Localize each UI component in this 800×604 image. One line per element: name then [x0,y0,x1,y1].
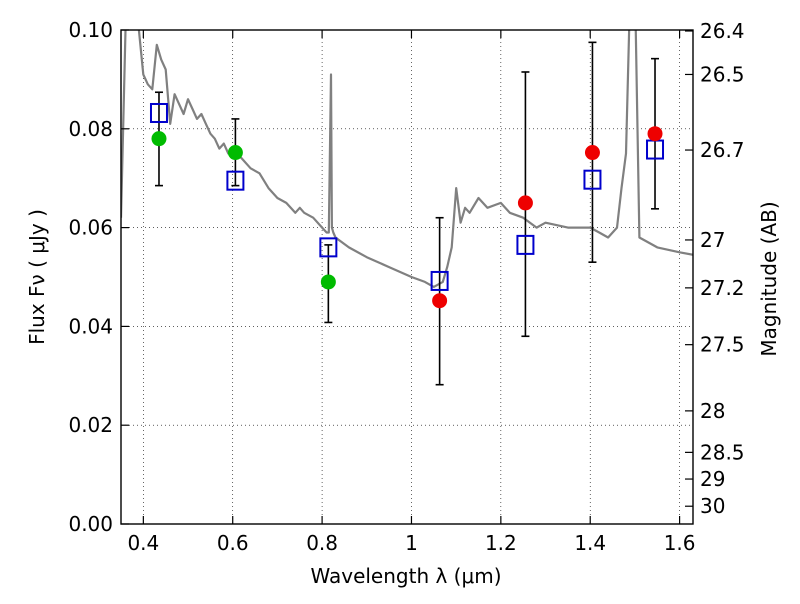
plot-frame [120,29,694,525]
y-tick-label: 0.08 [68,117,113,141]
green-data-point [151,131,167,147]
y-tick-label: 0.06 [68,216,113,240]
y2-tick-label: 27.5 [700,333,745,357]
red-data-point [517,195,533,211]
y2-tick-label: 26.4 [700,19,745,43]
y2-tick-label: 26.7 [700,138,745,162]
y2-tick-label: 28.5 [700,440,745,464]
y2-axis-title: Magnitude (AB) [757,201,781,356]
x-tick-label: 1.4 [574,531,606,555]
y-axis-title: Flux Fν ( μJy ) [25,209,49,345]
green-data-point [227,145,243,161]
x-tick-label: 1 [405,531,418,555]
y2-tick-label: 30 [700,494,725,518]
model-flux-square-marker [430,270,449,291]
model-flux-square-marker [226,170,245,191]
model-flux-square-marker [516,234,535,255]
model-flux-square-marker [319,237,338,258]
model-spectrum-line [121,30,693,288]
x-tick-label: 1.2 [485,531,517,555]
y-tick-label: 0.02 [68,413,113,437]
x-axis-title: Wavelength λ (μm) [310,564,501,588]
y2-tick-label: 28 [700,399,725,423]
green-data-point [320,274,336,290]
y-tick-label: 0.10 [68,18,113,42]
model-flux-square-marker [149,102,168,123]
model-flux-square-marker [583,169,602,190]
red-data-point [584,145,600,161]
y2-tick-label: 26.5 [700,62,745,86]
y-tick-label: 0.04 [68,314,113,338]
y-tick-label: 0.00 [68,512,113,536]
x-tick-label: 0.8 [306,531,338,555]
y2-tick-label: 29 [700,467,725,491]
red-data-point [647,126,663,142]
plot-area [121,30,693,386]
x-tick-label: 0.6 [217,531,249,555]
red-data-point [432,293,448,309]
x-tick-label: 1.6 [664,531,696,555]
x-tick-label: 0.4 [127,531,159,555]
y2-tick-label: 27 [700,228,725,252]
y2-tick-label: 27.2 [700,276,745,300]
